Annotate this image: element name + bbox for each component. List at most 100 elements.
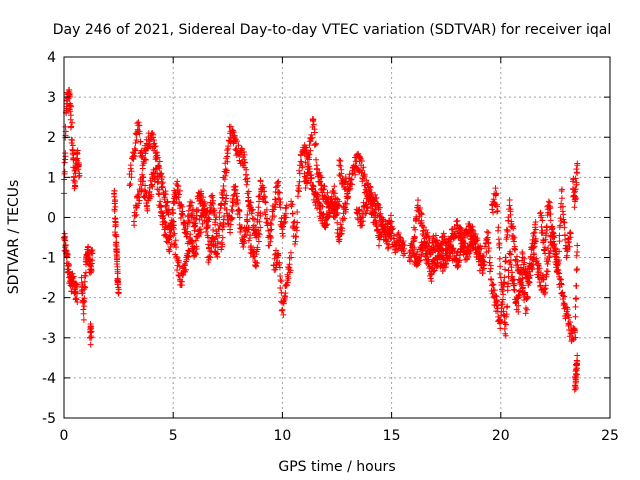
data-point [573, 181, 580, 188]
data-point [479, 270, 486, 277]
data-point [574, 352, 581, 359]
data-point [532, 219, 539, 226]
data-point [218, 246, 225, 253]
data-point [432, 232, 439, 239]
data-point [280, 223, 287, 230]
data-point [71, 178, 78, 185]
data-point [174, 266, 181, 273]
y-tick-label: 0 [47, 210, 56, 226]
data-point [545, 258, 552, 265]
data-point [346, 171, 353, 178]
data-point [242, 171, 249, 178]
data-point [573, 267, 580, 274]
data-point [279, 306, 286, 313]
data-point [156, 191, 163, 198]
data-point [245, 188, 252, 195]
data-point [480, 258, 487, 265]
data-point [133, 211, 140, 218]
data-point [274, 179, 281, 186]
data-point [250, 216, 257, 223]
data-point [521, 259, 528, 266]
data-point [268, 216, 275, 223]
data-point [307, 179, 314, 186]
data-point [492, 292, 499, 299]
data-point [111, 198, 118, 205]
data-point [255, 204, 262, 211]
data-point [524, 294, 531, 301]
data-point [131, 222, 138, 229]
data-point [548, 224, 555, 231]
data-point [74, 147, 81, 154]
data-point [522, 310, 529, 317]
data-point [348, 176, 355, 183]
data-point [571, 386, 578, 393]
data-point [320, 186, 327, 193]
data-point [410, 238, 417, 245]
data-point [336, 157, 343, 164]
data-point [303, 147, 310, 154]
data-point [137, 138, 144, 145]
x-axis: 0 5 10 15 20 25 [60, 57, 619, 444]
data-point [371, 209, 378, 216]
data-point [319, 203, 326, 210]
data-point [567, 319, 574, 326]
data-point [453, 218, 460, 225]
data-point [560, 211, 567, 218]
data-point [228, 214, 235, 221]
data-point [508, 264, 515, 271]
data-point [222, 172, 229, 179]
data-point [332, 195, 339, 202]
data-point [515, 308, 522, 315]
data-point [558, 281, 565, 288]
data-point [164, 239, 171, 246]
data-point [509, 277, 516, 284]
data-point [418, 251, 425, 258]
data-point [390, 232, 397, 239]
data-point [275, 189, 282, 196]
data-point [334, 219, 341, 226]
data-point [460, 244, 467, 251]
data-point [507, 211, 514, 218]
data-point [373, 219, 380, 226]
data-point [557, 215, 564, 222]
data-point [428, 278, 435, 285]
data-point [531, 229, 538, 236]
data-point [506, 197, 513, 204]
data-point [278, 307, 285, 314]
data-point [536, 265, 543, 272]
data-point [492, 185, 499, 192]
data-point [185, 207, 192, 214]
data-point [367, 190, 374, 197]
data-point [111, 191, 118, 198]
data-point [214, 253, 221, 260]
data-point [337, 231, 344, 238]
data-point [328, 193, 335, 200]
data-point [507, 206, 514, 213]
data-point [567, 230, 574, 237]
data-point [166, 233, 173, 240]
data-point [342, 174, 349, 181]
data-point [253, 226, 260, 233]
data-point [307, 147, 314, 154]
data-point [67, 112, 74, 119]
data-point [376, 236, 383, 243]
data-point [288, 254, 295, 261]
data-point [572, 313, 579, 320]
data-point [294, 193, 301, 200]
data-point [128, 174, 135, 181]
data-point [162, 191, 169, 198]
data-point [560, 216, 567, 223]
data-point [220, 183, 227, 190]
data-point [496, 270, 503, 277]
data-point [175, 257, 182, 264]
data-point [130, 152, 137, 159]
data-point [481, 243, 488, 250]
data-point [363, 177, 370, 184]
data-point [510, 233, 517, 240]
data-point [331, 183, 338, 190]
data-point [283, 202, 290, 209]
data-point [319, 189, 326, 196]
data-point [501, 266, 508, 273]
data-point [532, 226, 539, 233]
data-point [141, 156, 148, 163]
